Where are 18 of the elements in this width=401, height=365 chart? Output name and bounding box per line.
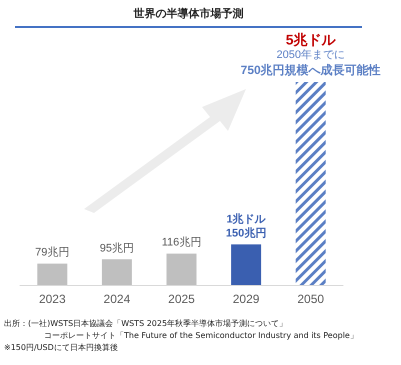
data-label: 79兆円 <box>35 246 70 259</box>
bar <box>102 259 132 285</box>
data-label: 5兆ドル 2050年までに 750兆円規模へ成長可能性 <box>240 32 381 77</box>
x-tick-label: 2029 <box>232 292 260 306</box>
chart-title: 世界の半導体市場予測 <box>132 6 244 21</box>
text: コーポレートサイト「The Future of the Semiconductor Industry and its People」 <box>43 330 359 342</box>
x-tick-label: 2024 <box>104 292 131 306</box>
data-label: 116兆円 <box>162 236 202 249</box>
x-tick-label: 2050 <box>297 292 324 306</box>
bar <box>231 244 262 285</box>
data-label: 1兆ドル 150兆円 <box>226 212 267 240</box>
bar <box>166 254 196 285</box>
data-label: 95兆円 <box>100 241 134 254</box>
text: 出所：(一社)WSTS日本協議会「WSTS 2025年秋季半導体市場予測について」 <box>4 318 288 330</box>
x-tick-label: 2025 <box>168 292 196 306</box>
x-tick-label: 2023 <box>38 292 66 306</box>
bar <box>37 264 68 285</box>
text: ※150円/USDにて日本円換算後 <box>4 342 119 354</box>
